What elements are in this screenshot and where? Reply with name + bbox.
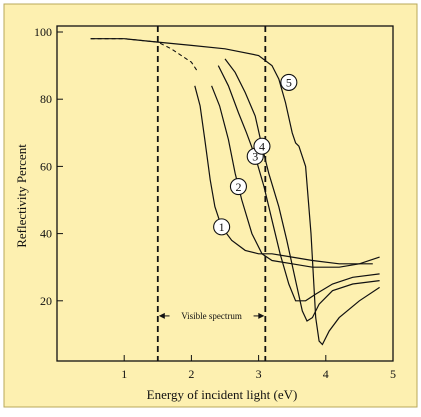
series-layer	[90, 38, 380, 346]
marker-circle-2	[229, 178, 247, 196]
marker-circle-5	[280, 73, 298, 91]
annotation-arrowhead-right	[258, 312, 265, 319]
curve-4	[224, 58, 380, 322]
x-axis-title: Energy of incident light (eV)	[147, 387, 298, 402]
y-axis-title: Reflectivity Percent	[14, 144, 29, 248]
y-tick-label: 60	[40, 159, 52, 173]
annotation-arrowhead-left	[158, 312, 165, 319]
y-tick-label: 100	[34, 25, 52, 39]
curve-2	[211, 85, 380, 268]
y-tick-label: 20	[40, 294, 52, 308]
marker-circle-4	[253, 137, 271, 155]
marker-label-4: 4	[259, 139, 265, 153]
x-tick-label: 5	[390, 367, 396, 381]
y-tick-label: 80	[40, 92, 52, 106]
marker-label-2: 2	[235, 180, 241, 194]
marker-label-5: 5	[286, 76, 292, 90]
x-tick-label: 1	[121, 367, 127, 381]
marker-circle-1	[213, 218, 231, 236]
curve-3	[217, 65, 380, 302]
y-tick-label: 40	[40, 227, 52, 241]
curve-5	[90, 38, 380, 346]
visible-spectrum-bounds	[156, 26, 267, 361]
marker-label-1: 1	[219, 220, 225, 234]
visible-spectrum-annotation: Visible spectrum	[158, 311, 265, 321]
annotation-label: Visible spectrum	[181, 311, 242, 321]
x-tick-label: 4	[323, 367, 329, 381]
curve-1	[194, 85, 373, 265]
plot-area	[56, 25, 394, 362]
x-tick-label: 3	[256, 367, 262, 381]
marker-label-3: 3	[252, 150, 258, 164]
x-tick-label: 2	[188, 367, 194, 381]
series-markers: 1 2 34 5	[213, 73, 298, 236]
